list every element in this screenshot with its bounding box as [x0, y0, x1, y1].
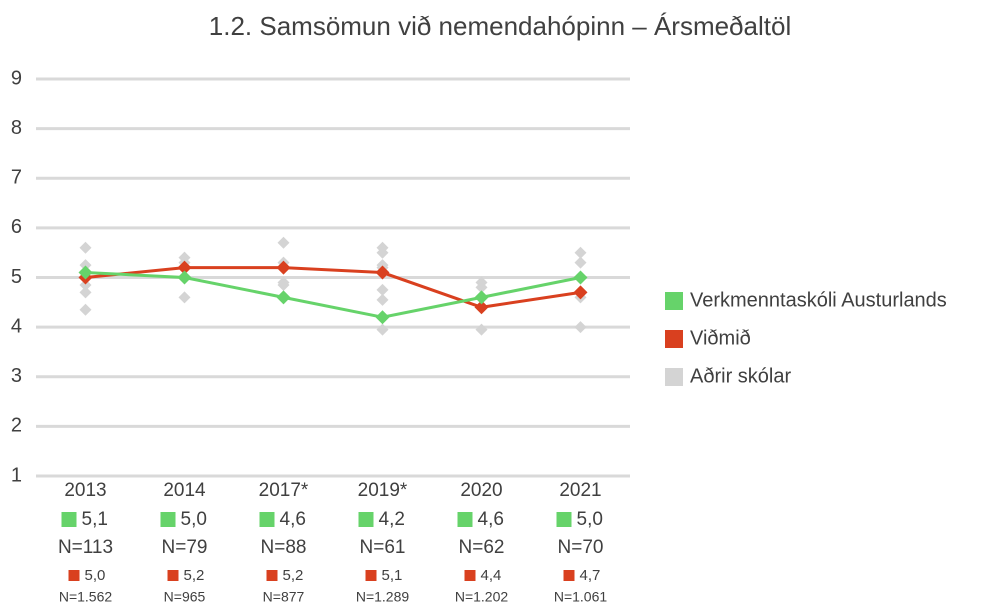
- series-marker: [375, 265, 390, 280]
- legend-label: Viðmið: [690, 327, 751, 349]
- other-school-point: [376, 283, 389, 296]
- y-tick-label: 5: [11, 266, 22, 288]
- series-marker: [573, 270, 588, 285]
- series-marker: [573, 285, 588, 300]
- other-school-point: [376, 323, 389, 336]
- other-school-point: [79, 303, 92, 316]
- chart-title: 1.2. Samsömun við nemendahópinn – Ársmeð…: [209, 11, 791, 41]
- series-line: [85, 271, 581, 319]
- n-label: N=1.562: [59, 589, 113, 605]
- value-swatch: [160, 512, 176, 527]
- x-tick-label: 2013: [64, 480, 106, 501]
- other-school-point: [277, 278, 290, 291]
- other-school-point: [79, 278, 92, 291]
- series-marker: [276, 260, 291, 275]
- n-label: N=877: [263, 589, 305, 605]
- other-school-point: [574, 246, 587, 259]
- value-swatch: [68, 570, 80, 581]
- n-label: N=965: [164, 589, 206, 605]
- y-tick-label: 6: [11, 216, 22, 238]
- other-school-point: [574, 256, 587, 269]
- other-school-point: [574, 321, 587, 334]
- value-swatch: [167, 570, 179, 581]
- legend-swatch: [665, 330, 683, 348]
- x-tick-label: 2014: [163, 480, 206, 501]
- y-tick-label: 7: [11, 167, 22, 189]
- series-marker: [177, 260, 192, 275]
- value-label: 5,0: [85, 567, 106, 584]
- legend-swatch: [665, 292, 683, 310]
- n-label: N=88: [261, 537, 307, 558]
- n-label: N=1.061: [554, 589, 608, 605]
- value-label: 5,0: [181, 509, 207, 530]
- value-label: 4,6: [280, 509, 306, 530]
- series-marker: [276, 290, 291, 305]
- value-label: 4,2: [379, 509, 405, 530]
- value-swatch: [563, 570, 575, 581]
- series-line: [85, 266, 581, 309]
- other-school-point: [79, 259, 92, 272]
- value-swatch: [259, 512, 275, 527]
- value-label: 5,0: [577, 509, 603, 530]
- n-label: N=61: [360, 537, 406, 558]
- y-tick-label: 9: [11, 67, 22, 89]
- y-tick-label: 1: [11, 464, 22, 486]
- series-marker: [375, 310, 390, 325]
- n-label: N=1.289: [356, 589, 410, 605]
- x-tick-label: 2017*: [259, 480, 309, 501]
- value-swatch: [61, 512, 77, 527]
- legend-label: Verkmenntaskóli Austurlands: [690, 289, 947, 311]
- value-swatch: [266, 570, 278, 581]
- other-school-point: [475, 323, 488, 336]
- x-tick-label: 2020: [460, 480, 502, 501]
- value-label: 5,2: [283, 567, 304, 584]
- n-label: N=62: [459, 537, 505, 558]
- value-swatch: [358, 512, 374, 527]
- legend-swatch: [665, 368, 683, 386]
- n-label: N=1.202: [455, 589, 509, 605]
- y-tick-label: 8: [11, 117, 22, 139]
- value-label: 4,7: [580, 567, 601, 584]
- value-label: 4,4: [481, 567, 502, 584]
- x-tick-label: 2019*: [358, 480, 408, 501]
- other-school-point: [475, 281, 488, 294]
- value-swatch: [457, 512, 473, 527]
- other-school-point: [376, 293, 389, 306]
- x-tick-label: 2021: [559, 480, 601, 501]
- legend-label: Aðrir skólar: [690, 365, 791, 387]
- n-label: N=70: [558, 537, 604, 558]
- value-swatch: [464, 570, 476, 581]
- series-marker: [177, 270, 192, 285]
- value-label: 4,6: [478, 509, 504, 530]
- other-school-point: [79, 286, 92, 299]
- value-label: 5,1: [382, 567, 403, 584]
- value-label: 5,2: [184, 567, 205, 584]
- series-marker: [78, 265, 93, 280]
- other-school-point: [277, 236, 290, 249]
- value-swatch: [556, 512, 572, 527]
- value-label: 5,1: [82, 509, 108, 530]
- y-tick-label: 2: [11, 415, 22, 437]
- series-marker: [474, 300, 489, 315]
- value-swatch: [365, 570, 377, 581]
- n-label: N=79: [162, 537, 208, 558]
- other-school-point: [178, 291, 191, 304]
- y-tick-label: 3: [11, 365, 22, 387]
- series-marker: [474, 290, 489, 305]
- other-school-point: [376, 246, 389, 259]
- y-tick-label: 4: [11, 315, 22, 337]
- n-label: N=113: [58, 537, 113, 558]
- other-school-point: [79, 241, 92, 254]
